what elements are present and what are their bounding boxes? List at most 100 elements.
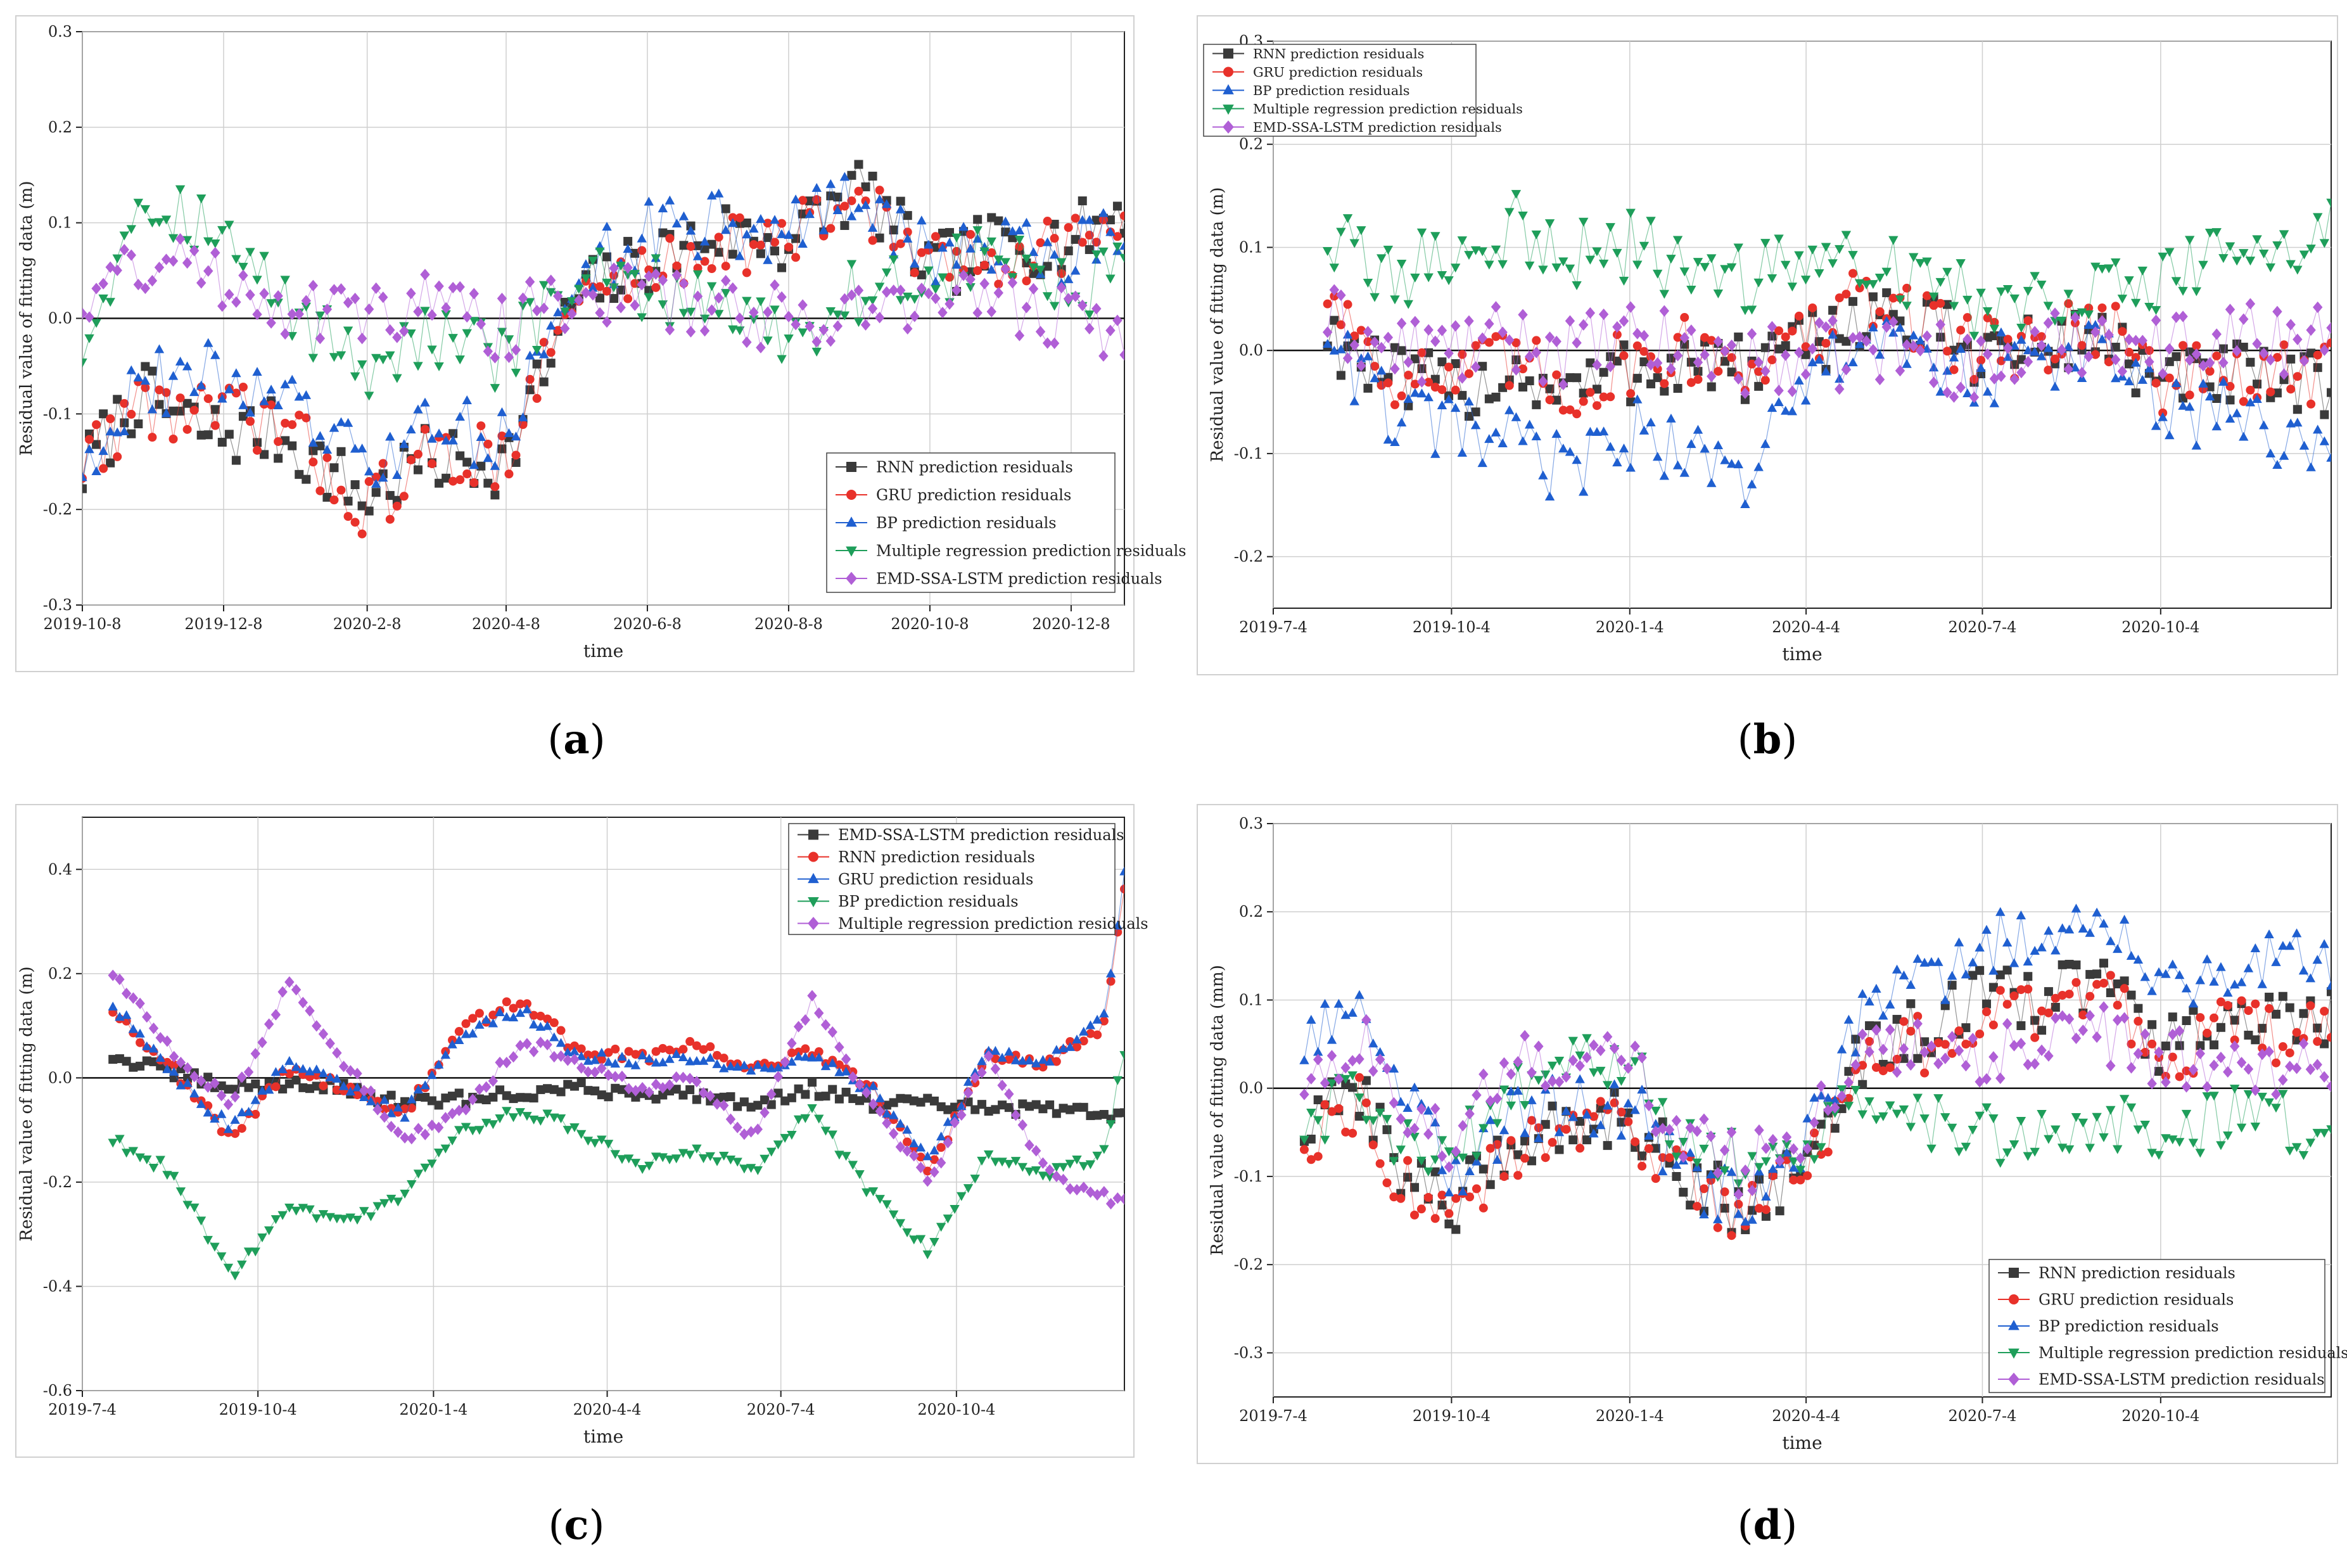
data-point	[671, 1071, 682, 1083]
data-point	[943, 1214, 953, 1224]
data-point	[943, 1117, 953, 1126]
data-point	[1518, 211, 1528, 220]
data-point	[1078, 238, 1087, 247]
data-point	[1848, 296, 1858, 306]
data-point	[1078, 1162, 1089, 1171]
data-point	[2210, 1040, 2219, 1050]
data-point	[2271, 1104, 2281, 1113]
data-point	[1065, 1042, 1075, 1051]
data-point	[196, 1216, 207, 1226]
data-point	[922, 1151, 932, 1161]
data-point	[1416, 228, 1427, 238]
data-point	[2147, 1078, 2157, 1090]
data-point	[644, 1054, 654, 1063]
data-point	[1017, 1163, 1027, 1172]
data-point	[556, 1087, 566, 1097]
data-point	[895, 1141, 906, 1153]
data-point	[126, 365, 136, 374]
data-point	[2037, 1110, 2047, 1119]
data-point	[902, 1145, 912, 1157]
data-point	[610, 1150, 620, 1159]
data-point	[1085, 1020, 1096, 1029]
data-point	[2023, 957, 2033, 966]
legend-marker	[808, 872, 819, 883]
data-point	[168, 255, 179, 267]
data-point	[1975, 942, 1985, 952]
data-point	[441, 1093, 450, 1103]
data-point	[784, 229, 794, 239]
data-point	[1854, 339, 1865, 348]
data-point	[1513, 1055, 1523, 1068]
data-point	[329, 353, 340, 362]
x-tick-label: 2020-12-8	[1032, 615, 1110, 633]
data-point	[2097, 315, 2108, 327]
data-point	[2245, 298, 2256, 310]
data-point	[1113, 1108, 1123, 1118]
data-point	[210, 1113, 220, 1123]
data-point	[1841, 231, 1852, 240]
data-point	[2239, 313, 2249, 325]
data-point	[2044, 926, 2054, 935]
data-point	[840, 201, 849, 211]
data-point	[2023, 286, 2033, 296]
data-point	[699, 325, 710, 337]
legend-box	[788, 823, 1116, 935]
data-point	[2279, 368, 2289, 380]
data-point	[1520, 1101, 1530, 1111]
data-point	[760, 1106, 770, 1119]
data-point	[1347, 1007, 1358, 1017]
data-point	[692, 270, 703, 279]
data-point	[488, 1120, 499, 1130]
data-point	[719, 1099, 729, 1111]
caption-d: (d)	[1737, 1501, 1798, 1549]
data-point	[136, 1061, 145, 1071]
data-point	[714, 233, 723, 242]
data-point	[1961, 1142, 1971, 1152]
data-point	[1333, 1073, 1344, 1085]
data-point	[508, 1012, 519, 1022]
data-point	[1363, 351, 1373, 360]
data-point	[148, 1023, 159, 1035]
x-axis-label: time	[583, 1426, 623, 1447]
data-point	[148, 1163, 159, 1173]
data-point	[1659, 290, 1670, 299]
data-point	[1623, 1098, 1633, 1107]
data-point	[665, 1155, 675, 1164]
data-point	[945, 298, 955, 310]
data-point	[725, 1155, 736, 1164]
data-point	[756, 214, 766, 223]
data-point	[1733, 1179, 1744, 1189]
x-tick-label: 2020-10-8	[891, 615, 969, 633]
data-point	[1962, 333, 1973, 345]
data-point	[602, 278, 612, 288]
data-point	[1976, 362, 1986, 372]
data-point	[1450, 264, 1461, 273]
data-point	[1821, 243, 1831, 252]
data-point	[2165, 373, 2174, 383]
data-point	[1787, 406, 1798, 416]
data-point	[1899, 1105, 1909, 1114]
data-point	[448, 281, 458, 294]
data-point	[915, 1161, 926, 1173]
data-point	[1354, 1111, 1364, 1121]
data-point	[1579, 217, 1589, 227]
data-point	[442, 473, 451, 483]
data-point	[2212, 393, 2222, 403]
data-point	[1327, 1107, 1337, 1116]
data-point	[99, 409, 108, 419]
data-point	[671, 1085, 681, 1094]
data-point	[1803, 1171, 1812, 1180]
data-point	[679, 241, 689, 250]
data-point	[746, 1102, 756, 1112]
data-point	[2326, 1125, 2331, 1135]
data-point	[1545, 395, 1555, 405]
data-point	[1084, 310, 1095, 320]
data-point	[1531, 230, 1541, 239]
data-point	[623, 1154, 634, 1164]
data-point	[2204, 228, 2215, 238]
data-point	[692, 1055, 702, 1065]
data-point	[2002, 938, 2013, 947]
data-point	[2134, 1016, 2143, 1026]
data-point	[1119, 1193, 1124, 1205]
data-point	[502, 1091, 511, 1100]
